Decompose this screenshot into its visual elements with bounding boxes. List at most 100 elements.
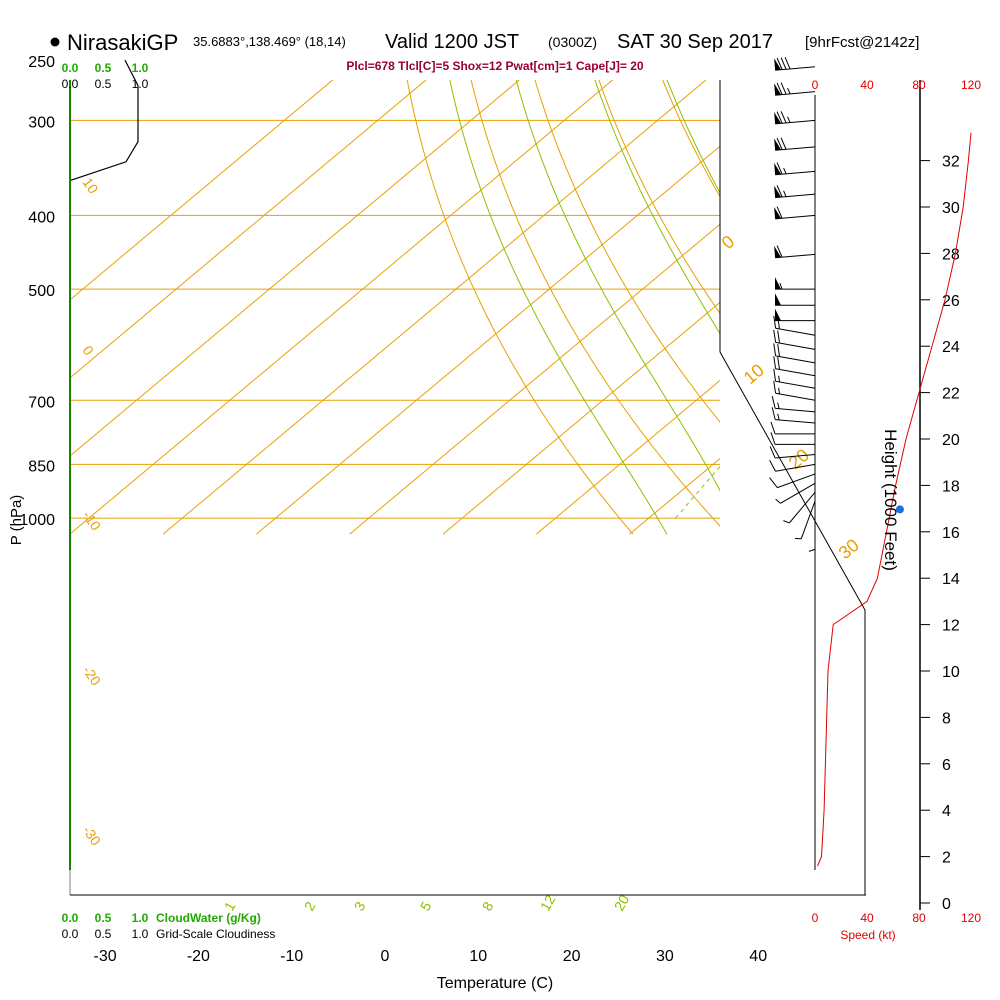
height-tick-label: 20	[942, 432, 960, 449]
isotherm-line	[442, 301, 720, 535]
barb-staff	[775, 392, 816, 401]
mixing-ratio-label: 8	[479, 899, 497, 914]
cloudwater-title: CloudWater (g/Kg)	[156, 911, 261, 925]
wind-barb	[774, 308, 816, 322]
cloudiness-profile	[69, 59, 139, 870]
barb-flag	[784, 57, 791, 70]
profiles	[804, 60, 1000, 509]
barb-flag	[776, 137, 783, 150]
barb-half-flag	[777, 413, 780, 421]
moist-adiabat-line	[594, 80, 720, 335]
wind-barb	[771, 395, 816, 413]
barb-half-flag	[775, 498, 781, 504]
dry-adiabat-label: -20	[80, 663, 105, 689]
moist-adiabat-line	[449, 80, 668, 535]
barb-half-flag	[777, 402, 780, 409]
barb-half-flag	[787, 116, 791, 123]
x-tick-label: 20	[563, 948, 581, 965]
barb-staff	[780, 482, 816, 504]
barb-half-flag	[808, 548, 816, 552]
barb-half-flag	[778, 375, 781, 383]
moist-adiabat-line	[993, 47, 1000, 535]
cloudiness-scale-top: 0.0	[62, 77, 79, 91]
height-tick-label: 18	[942, 478, 960, 495]
cloudwater-scale-top: 1.0	[132, 61, 149, 75]
speed-tick-bottom: 0	[812, 911, 819, 925]
height-axis-title: Height (1000 Feet)	[881, 429, 900, 571]
speed-tick-top: 40	[860, 78, 874, 92]
barb-pennant	[774, 206, 782, 219]
isotherm-line	[256, 145, 720, 535]
wind-barb	[808, 509, 816, 552]
barb-flag	[776, 206, 783, 219]
x-tick-label: 40	[749, 948, 767, 965]
barb-flag	[780, 111, 787, 124]
barb-flag	[776, 82, 783, 95]
valid-time: Valid 1200 JST	[385, 31, 519, 53]
wind-barb	[775, 482, 816, 504]
moist-adiabat-label: 10	[740, 360, 768, 388]
height-tick-label: 22	[942, 386, 960, 403]
speed-tick-bottom: 120	[961, 911, 981, 925]
dry-adiabat-line	[470, 80, 720, 527]
wind-barb	[783, 491, 816, 524]
wind-barb	[794, 500, 816, 540]
speed-tick-top: 80	[912, 78, 926, 92]
mixing-ratio-label: 20	[611, 892, 633, 914]
barb-staff	[777, 473, 816, 489]
barb-flag	[770, 432, 776, 445]
barb-staff	[775, 341, 816, 350]
y-tick-label: 500	[28, 283, 55, 300]
station-coords: 35.6883°,138.469° (18,14)	[193, 34, 346, 49]
x-axis-title: Temperature (C)	[437, 975, 553, 992]
y-tick-label: 850	[28, 458, 55, 475]
cloudiness-scale-top: 1.0	[132, 77, 149, 91]
mixing-ratio-label: 5	[417, 899, 435, 914]
indices-line: Plcl=678 Tlcl[C]=5 Shox=12 Pwat[cm]=1 Ca…	[346, 59, 643, 73]
surface-markers	[895, 505, 904, 514]
wind-barb	[774, 206, 816, 220]
isotherm-line	[70, 80, 614, 535]
barb-staff	[775, 355, 816, 364]
x-tick-label: 10	[469, 948, 487, 965]
barb-staff	[775, 463, 816, 472]
barb-flag	[777, 343, 781, 357]
dry-adiabat-line	[534, 80, 720, 423]
x-tick-label: -10	[280, 948, 303, 965]
height-tick-label: 8	[942, 710, 951, 727]
surface-dewpoint-marker	[895, 505, 904, 514]
barb-flag	[771, 395, 776, 409]
dry-adiabat-line	[662, 80, 720, 198]
cloudiness-scale-bottom: 1.0	[132, 927, 149, 941]
height-tick-label: 6	[942, 757, 951, 774]
dry-adiabat-line	[406, 80, 634, 535]
barb-flag	[776, 162, 783, 175]
barb-flag	[780, 137, 787, 150]
y-tick-label: 300	[28, 114, 55, 131]
y-tick-label: 400	[28, 209, 55, 226]
valid-date: SAT 30 Sep 2017	[617, 31, 773, 53]
y-tick-label: 700	[28, 394, 55, 411]
barb-flag	[773, 315, 777, 329]
wind-barb	[773, 380, 816, 401]
cloudwater-scale-bottom: 0.0	[62, 911, 79, 925]
speed-tick-bottom: 40	[860, 911, 874, 925]
barb-half-flag	[783, 520, 790, 524]
isotherm-line	[910, 47, 1000, 535]
barb-half-flag	[783, 167, 787, 175]
barb-pennant	[774, 111, 782, 124]
barb-flag	[773, 343, 777, 356]
barb-pennant	[774, 83, 782, 96]
barb-flag	[773, 380, 777, 394]
wind-barb	[773, 329, 816, 350]
barb-flag	[771, 407, 776, 420]
barb-pennant	[775, 277, 781, 290]
barb-half-flag	[783, 190, 787, 197]
axes: -30 -20 -10 0 10 20 30 402503004005007008501000…	[19, 54, 866, 965]
cloudiness-line	[69, 59, 139, 182]
x-tick-label: -20	[187, 948, 210, 965]
cloudwater-scale-bottom: 0.5	[95, 911, 112, 925]
wind-barb	[773, 356, 816, 377]
isotherm-line	[723, 47, 1000, 535]
